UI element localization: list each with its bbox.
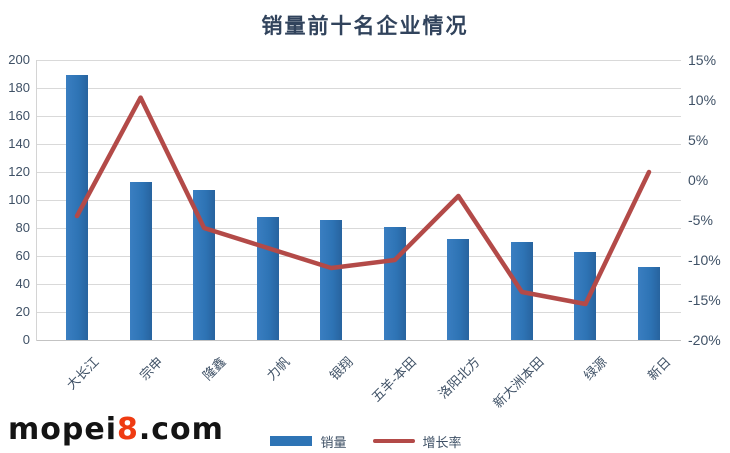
category-label-7: 新大洲本田 <box>490 354 547 411</box>
right-axis-tick-4: -5% <box>688 212 713 228</box>
watermark-highlight: 8 <box>116 412 139 447</box>
left-axis-line <box>36 60 37 341</box>
chart-title: 销量前十名企业情况 <box>261 14 469 38</box>
category-label-1: 宗申 <box>136 354 166 384</box>
legend-label-growth: 增长率 <box>422 434 462 450</box>
left-axis-tick-8: 40 <box>15 276 30 291</box>
legend-label-sales: 销量 <box>320 434 347 450</box>
bar-1 <box>129 181 152 340</box>
bar-0 <box>66 75 88 340</box>
left-axis-tick-5: 100 <box>8 192 30 207</box>
right-axis-tick-3: 0% <box>688 172 709 188</box>
legend-item-growth: 增长率 <box>372 432 462 451</box>
legend-item-sales: 销量 <box>270 432 347 451</box>
right-axis-tick-7: -20% <box>688 332 721 348</box>
gridline <box>36 60 681 61</box>
legend: 销量 增长率 <box>36 430 696 452</box>
gridline <box>36 340 681 341</box>
left-axis-tick-4: 120 <box>8 164 30 179</box>
left-axis-tick-1: 180 <box>8 80 30 95</box>
left-axis-tick-10: 0 <box>22 332 30 347</box>
category-label-3: 力帆 <box>263 354 293 384</box>
left-axis-tick-6: 80 <box>15 220 30 235</box>
watermark: mopei8.com <box>8 412 224 447</box>
gridline <box>36 228 681 229</box>
category-label-8: 绿源 <box>581 354 611 384</box>
watermark-prefix: mopei <box>8 412 117 447</box>
gridline <box>36 200 681 201</box>
left-axis-tick-3: 140 <box>8 136 30 151</box>
growth-rate-line <box>74 95 652 307</box>
bar-9 <box>638 267 661 340</box>
gridline <box>36 312 681 313</box>
watermark-suffix: .com <box>138 412 224 447</box>
bar-8 <box>574 251 597 340</box>
left-axis-tick-7: 60 <box>15 248 30 263</box>
right-axis-tick-2: 5% <box>688 132 709 148</box>
category-label-2: 隆鑫 <box>199 354 229 384</box>
category-label-5: 五羊-本田 <box>369 354 420 405</box>
left-axis-tick-0: 200 <box>8 52 30 67</box>
category-label-4: 银翔 <box>326 354 356 384</box>
gridline <box>36 256 681 257</box>
right-axis-tick-0: 15% <box>688 52 717 68</box>
category-label-9: 新日 <box>644 354 674 384</box>
right-axis-tick-5: -10% <box>688 252 721 268</box>
gridline <box>36 116 681 117</box>
gridline <box>36 144 681 145</box>
growth-line-swatch <box>372 439 415 443</box>
left-axis-tick-9: 20 <box>15 304 30 319</box>
right-axis-tick-6: -15% <box>688 292 721 308</box>
category-label-0: 大长江 <box>63 354 102 393</box>
gridline <box>36 172 681 173</box>
category-label-6: 洛阳北方 <box>435 354 484 402</box>
right-axis-tick-1: 10% <box>688 92 717 108</box>
gridline <box>36 88 681 89</box>
growth-rate-polyline <box>74 95 652 307</box>
sales-bar-swatch <box>270 436 313 446</box>
gridline <box>36 284 681 285</box>
left-axis-tick-2: 160 <box>8 108 30 123</box>
bar-6 <box>447 239 470 340</box>
bar-4 <box>320 219 343 340</box>
